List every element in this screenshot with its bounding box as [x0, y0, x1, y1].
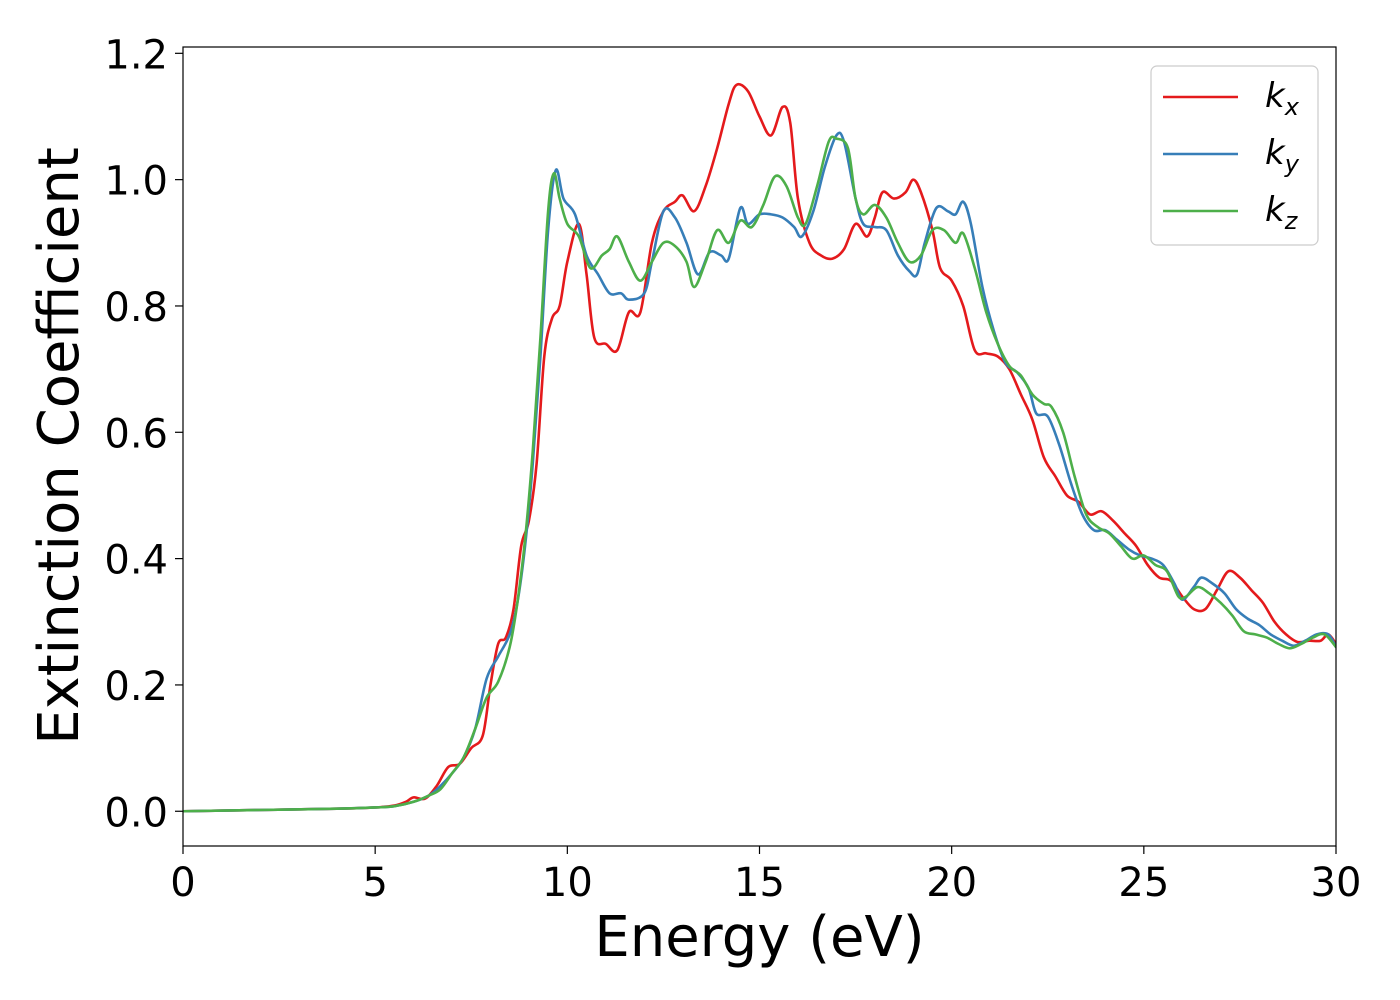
x-tick-label: 25 [1118, 860, 1169, 906]
x-tick-label: 5 [362, 860, 387, 906]
y-tick-label: 0.8 [104, 285, 168, 331]
x-tick-label: 10 [542, 860, 593, 906]
y-tick-label: 0.6 [104, 411, 168, 457]
x-tick-label: 15 [734, 860, 785, 906]
legend-label-z: kz [1265, 190, 1299, 235]
x-tick-label: 20 [926, 860, 977, 906]
y-tick-label: 0.0 [104, 790, 168, 836]
x-axis: 0 5 10 15 20 25 30 [170, 846, 1361, 906]
legend-label-x: kx [1265, 76, 1300, 121]
y-tick-label: 1.2 [104, 32, 168, 78]
series-layer [183, 82, 1336, 813]
x-tick-label: 0 [170, 860, 195, 906]
y-tick-label: 1.0 [104, 159, 168, 205]
x-tick-label: 30 [1311, 860, 1362, 906]
legend-box [1150, 65, 1319, 246]
y-tick-label: 0.4 [104, 538, 168, 584]
y-axis: 0.0 0.2 0.4 0.6 0.8 1.0 1.2 [104, 32, 183, 836]
x-axis-title: Energy (eV) [594, 905, 924, 970]
series-line-x [183, 82, 1336, 813]
legend-label-y: ky [1265, 133, 1300, 178]
series-line-z [183, 135, 1336, 813]
y-tick-label: 0.2 [104, 664, 168, 710]
legend: kx ky kz [1150, 65, 1319, 246]
y-axis-title: Extinction Coefficient [27, 147, 92, 745]
